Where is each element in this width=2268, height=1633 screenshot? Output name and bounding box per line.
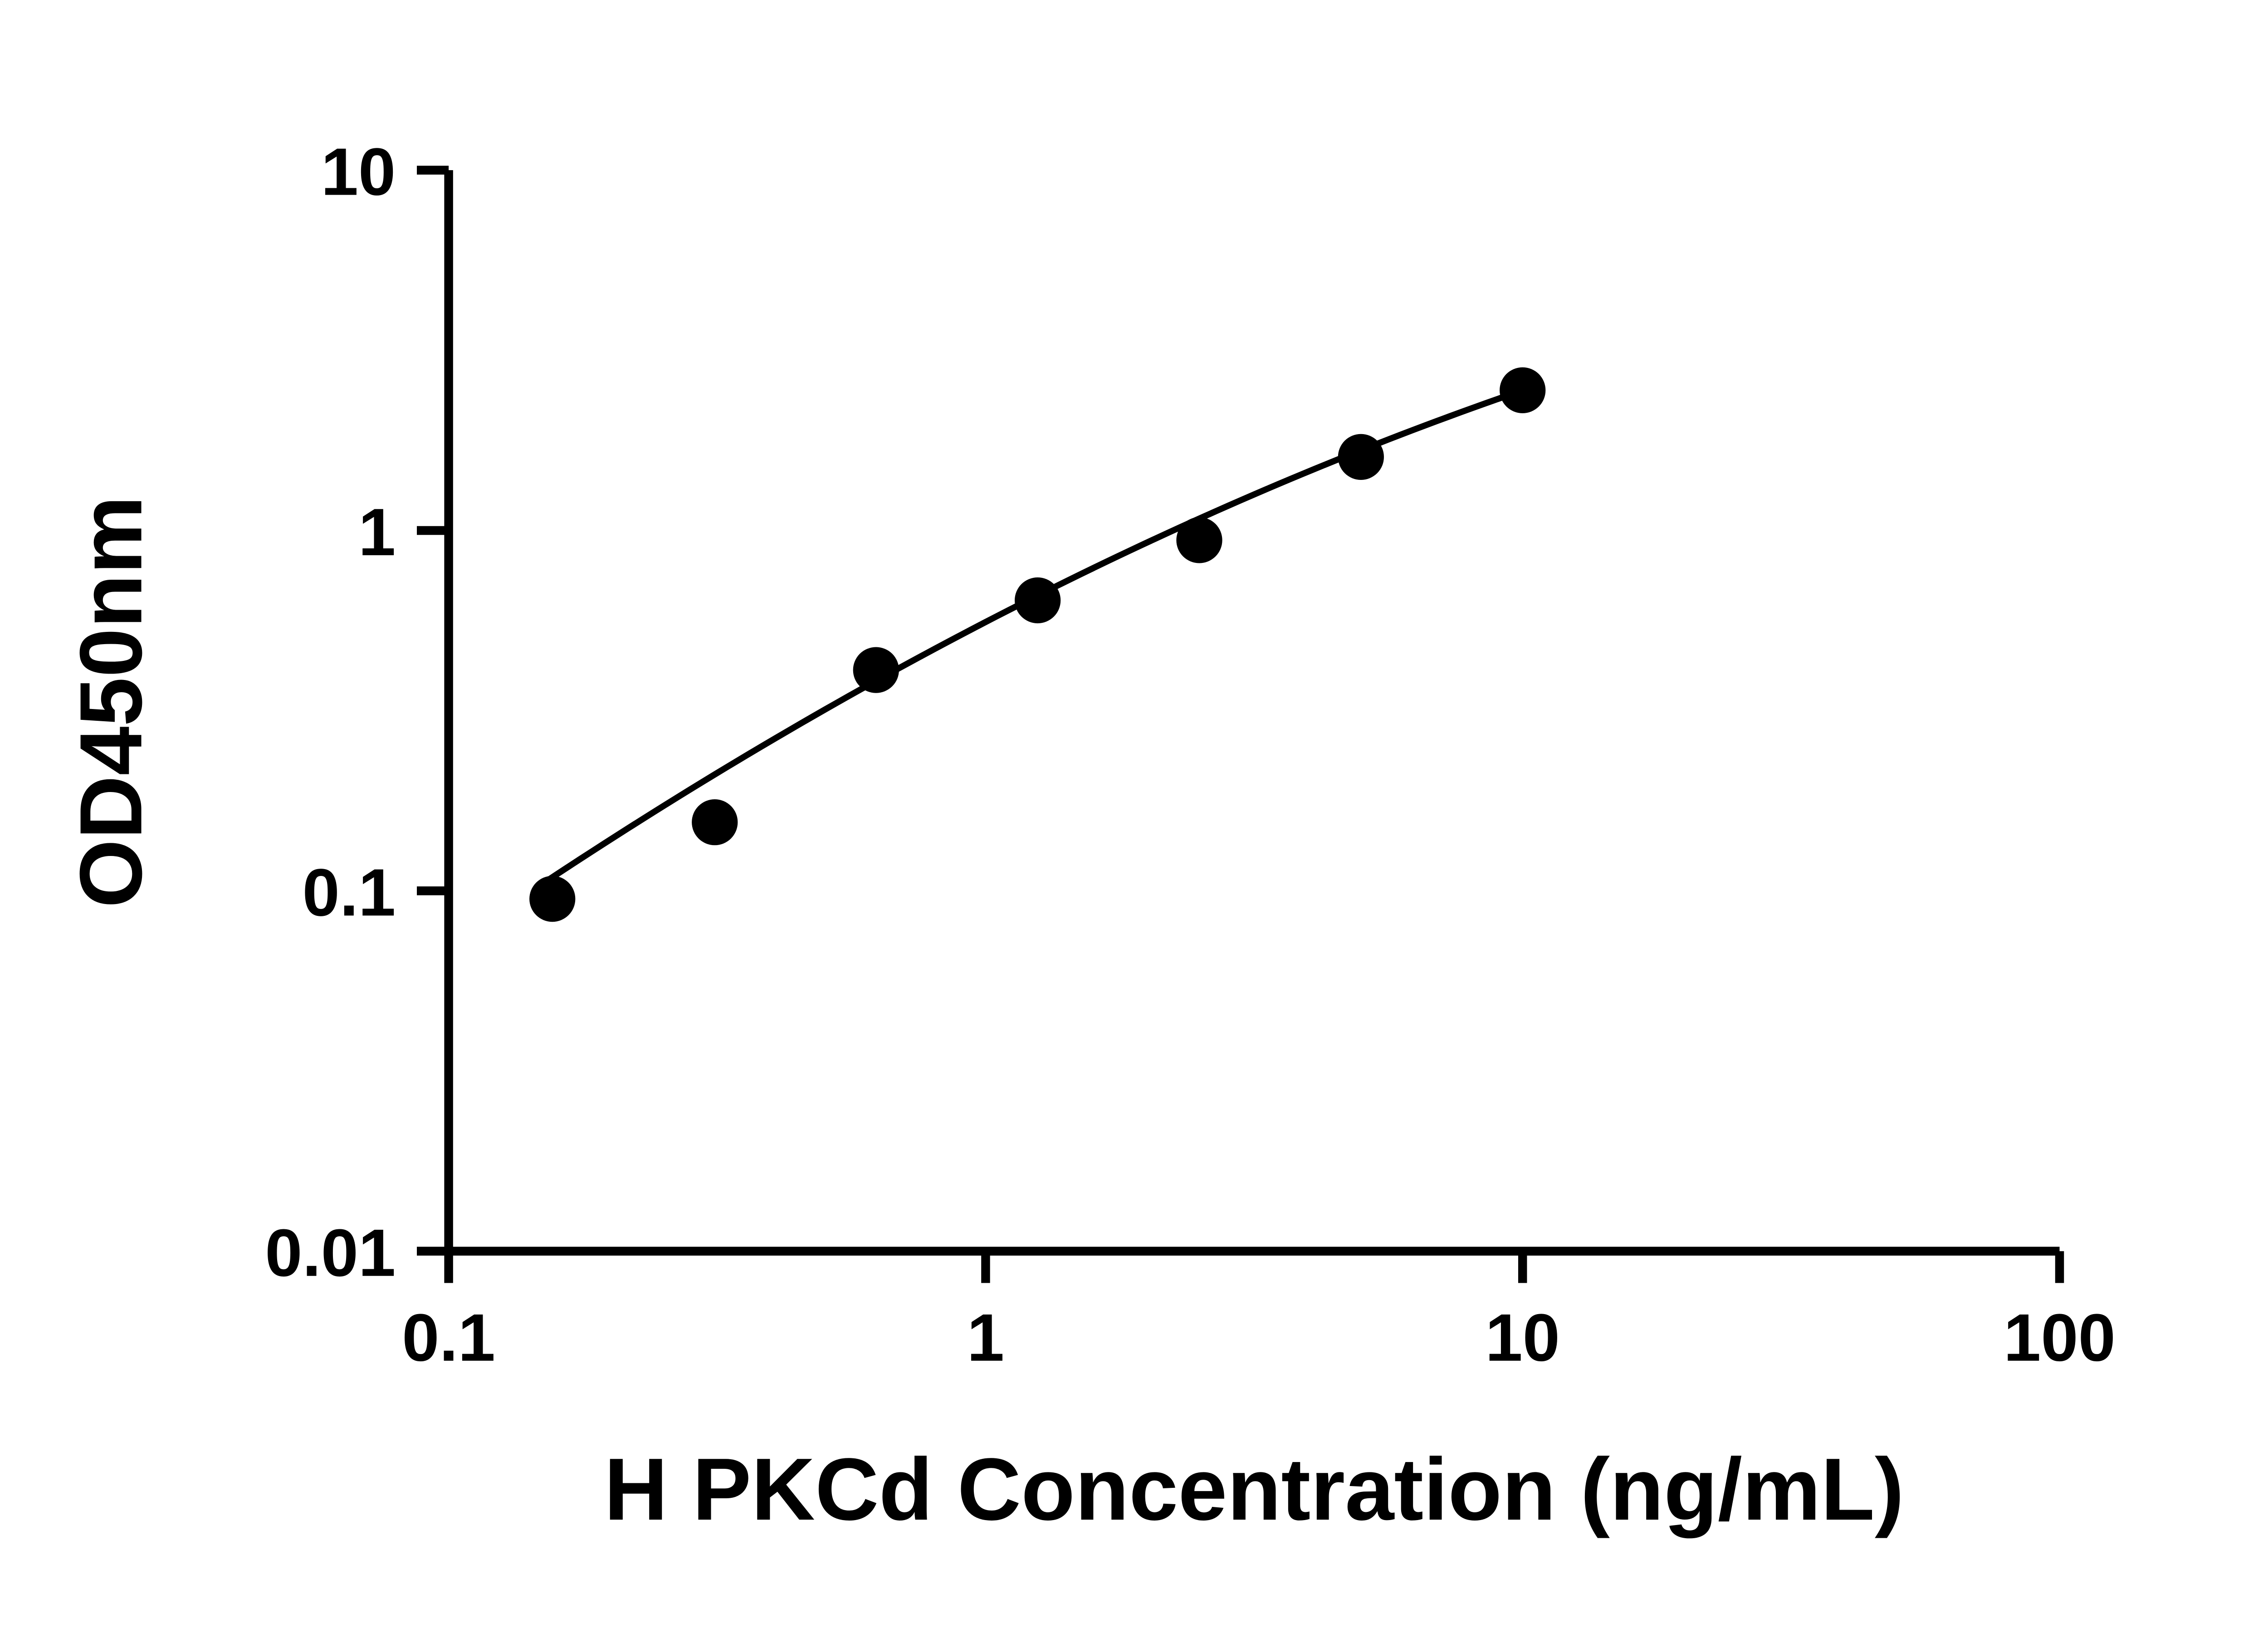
y-axis-label: OD450nm: [62, 495, 161, 908]
data-point: [529, 875, 576, 922]
y-axis-tick-label: 0.1: [303, 855, 396, 930]
data-point: [692, 799, 738, 845]
x-axis-tick-label: 0.1: [402, 1300, 495, 1375]
x-axis-tick-label: 1: [967, 1300, 1004, 1375]
y-axis-tick-label: 0.01: [265, 1215, 396, 1290]
data-point: [1338, 434, 1384, 480]
y-axis-tick-label: 10: [321, 134, 396, 209]
elisa-standard-curve-figure: 0.1 1 10 100 0.01 0.1 1 10 H PKCd Concentration…: [0, 21, 2268, 1612]
data-point: [853, 647, 899, 693]
y-axis-tick-label: 1: [358, 495, 396, 570]
data-point: [1014, 577, 1061, 623]
data-point: [1500, 367, 1546, 413]
x-axis-tick-label: 100: [2004, 1300, 2116, 1375]
data-point: [1176, 517, 1222, 563]
x-axis-tick-label: 10: [1485, 1300, 1560, 1375]
x-axis-label: H PKCd Concentration (ng/mL): [604, 1440, 1904, 1539]
